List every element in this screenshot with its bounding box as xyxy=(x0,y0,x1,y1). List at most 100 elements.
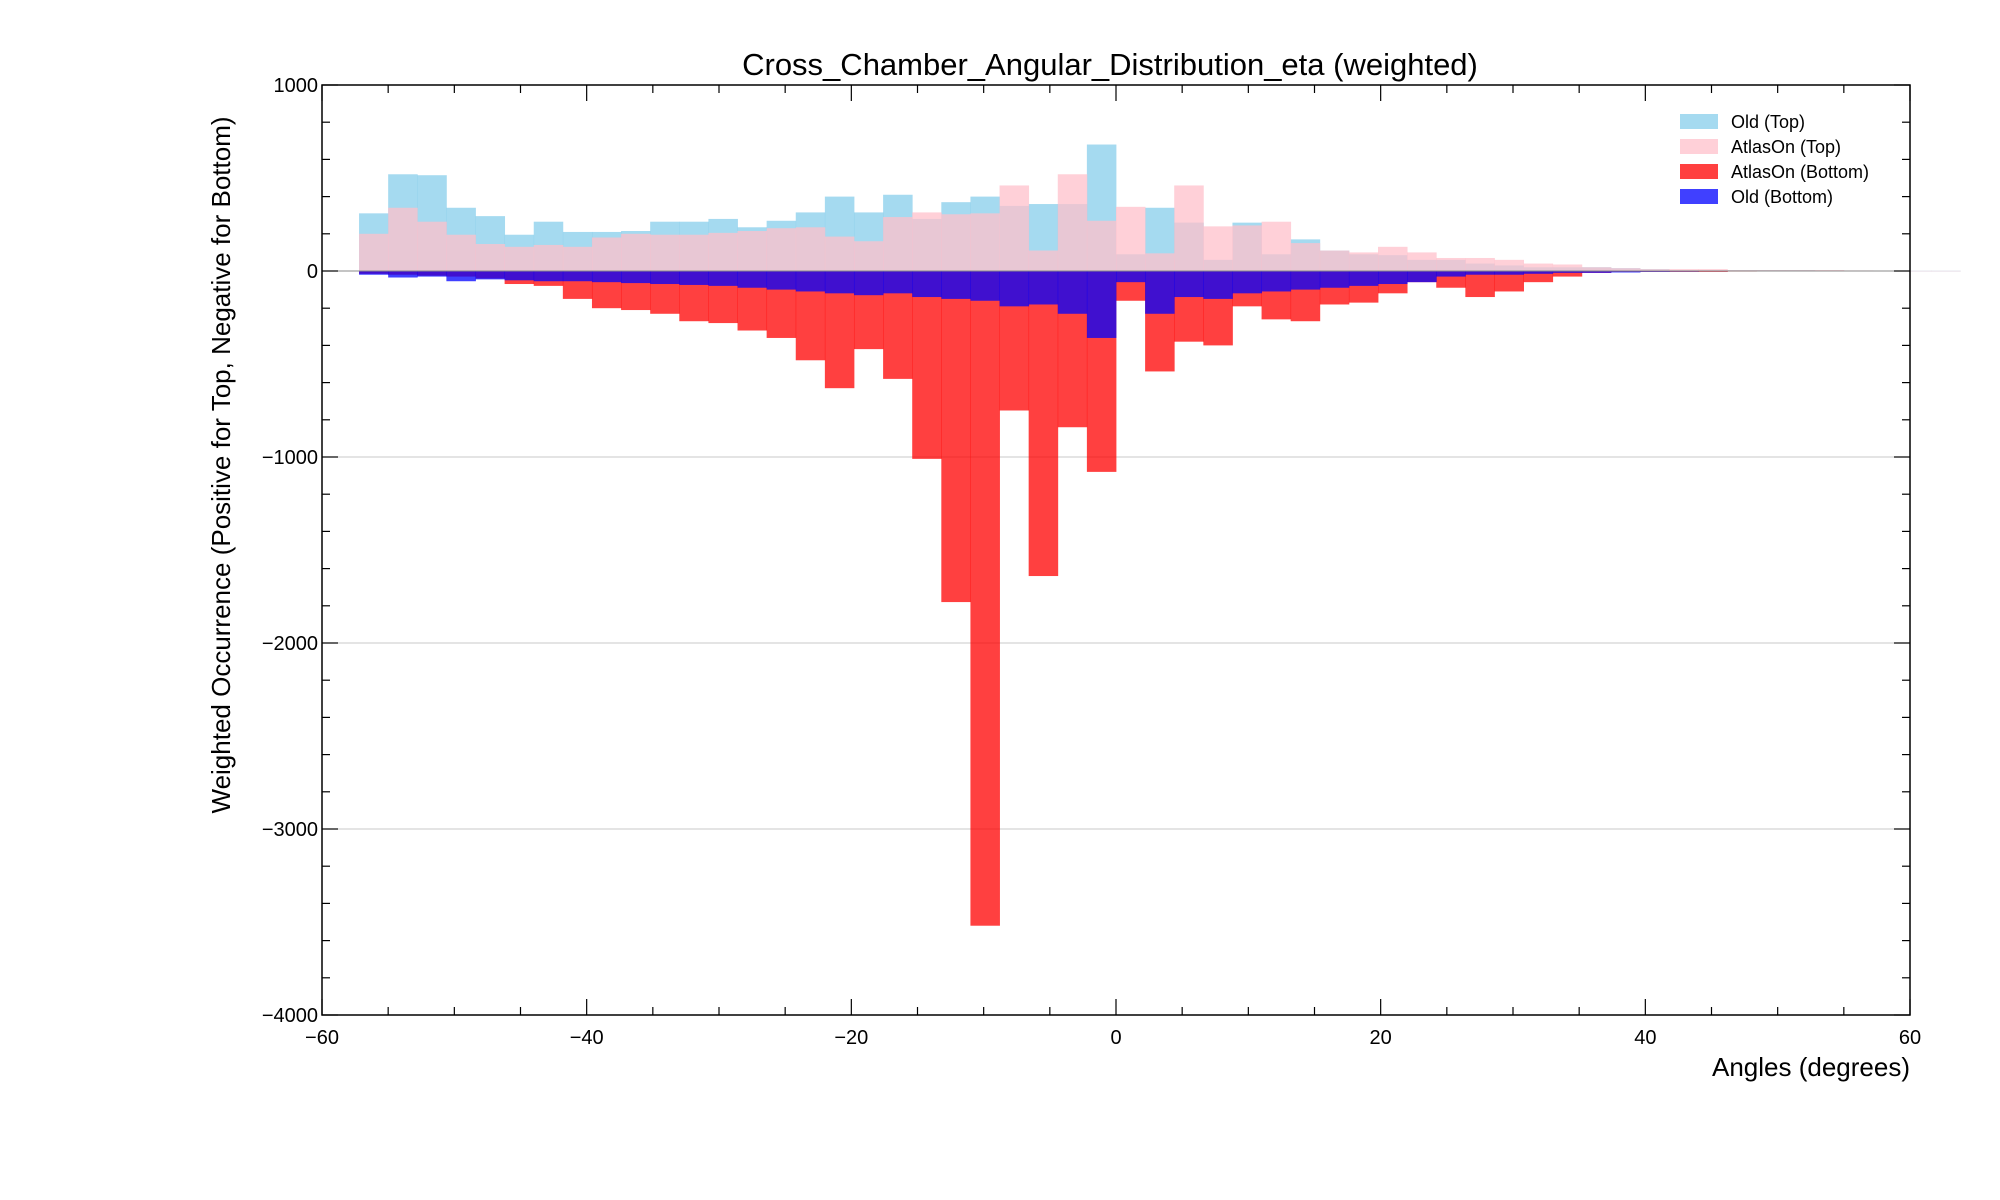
bar xyxy=(1290,243,1321,271)
bar xyxy=(1523,271,1554,283)
bar xyxy=(1552,271,1583,277)
bar xyxy=(1203,271,1233,299)
bar xyxy=(1174,185,1204,271)
bar xyxy=(795,227,826,271)
bar xyxy=(1086,271,1117,338)
bar xyxy=(1436,257,1466,271)
y-tick-label: 0 xyxy=(307,261,318,283)
bar xyxy=(679,234,709,271)
legend-swatch xyxy=(1680,114,1718,129)
series-atlason-top xyxy=(359,174,1961,272)
legend-item: Old (Bottom) xyxy=(1680,187,1833,207)
bar xyxy=(1407,252,1437,271)
bar xyxy=(1581,271,1612,273)
bar xyxy=(1436,271,1466,277)
bar xyxy=(359,233,389,271)
bar xyxy=(737,231,768,271)
bar xyxy=(1028,271,1059,577)
x-tick-label: 20 xyxy=(1370,1027,1392,1049)
y-tick-label: −1000 xyxy=(262,447,318,469)
bar xyxy=(679,271,709,285)
bar xyxy=(417,271,447,277)
bar xyxy=(1174,271,1204,298)
bar xyxy=(1116,206,1146,271)
bar xyxy=(562,246,593,271)
bar xyxy=(1057,174,1088,271)
bar xyxy=(1465,271,1495,298)
bar xyxy=(562,271,593,282)
legend-item: AtlasOn (Bottom) xyxy=(1680,162,1869,182)
y-tick-label: −2000 xyxy=(262,633,318,655)
bar xyxy=(359,271,389,275)
axis-ticks xyxy=(321,84,1911,1016)
legend-swatch xyxy=(1680,164,1718,179)
bar xyxy=(621,271,651,284)
bar xyxy=(1407,271,1437,283)
bar xyxy=(853,241,884,271)
bar xyxy=(1494,271,1524,275)
x-tick-label: −20 xyxy=(834,1027,868,1049)
bar xyxy=(591,237,622,271)
bar xyxy=(853,271,884,296)
bar xyxy=(1145,271,1175,314)
bar xyxy=(1028,271,1059,305)
legend: Old (Top) AtlasOn (Top) AtlasOn (Bottom) Ol… xyxy=(1680,112,1869,207)
bar xyxy=(475,244,506,271)
bar xyxy=(1669,269,1699,271)
bar xyxy=(766,271,797,290)
bar xyxy=(824,236,855,271)
bar xyxy=(1028,250,1059,271)
bar xyxy=(766,228,797,271)
bar xyxy=(1348,271,1379,286)
bar xyxy=(1319,250,1350,271)
bar xyxy=(1523,263,1554,271)
bar xyxy=(1465,257,1495,271)
bar xyxy=(941,271,971,603)
bar xyxy=(1116,271,1146,283)
bar xyxy=(1232,271,1262,294)
bar xyxy=(941,271,971,299)
bar xyxy=(1145,253,1175,271)
bar xyxy=(1290,271,1321,290)
bar xyxy=(1348,252,1379,271)
bar xyxy=(970,271,1000,926)
bar xyxy=(533,271,564,282)
legend-item: AtlasOn (Top) xyxy=(1680,137,1841,157)
x-tick-label: 0 xyxy=(1110,1027,1121,1049)
bar xyxy=(999,271,1030,307)
bar xyxy=(1610,271,1641,273)
bar xyxy=(504,271,535,281)
bar xyxy=(883,217,913,271)
legend-label: AtlasOn (Bottom) xyxy=(1731,162,1869,182)
bar xyxy=(970,213,1000,271)
bar xyxy=(1378,271,1408,285)
bar xyxy=(533,244,564,271)
bar xyxy=(475,271,506,280)
bar xyxy=(708,271,738,286)
legend-item: Old (Top) xyxy=(1680,112,1805,132)
bar xyxy=(1610,268,1641,271)
bar xyxy=(883,271,913,294)
bar xyxy=(650,271,680,285)
bar xyxy=(824,271,855,294)
legend-label: Old (Top) xyxy=(1731,112,1805,132)
bar xyxy=(1057,271,1088,314)
bar xyxy=(1494,259,1524,271)
series-old-bottom xyxy=(359,271,1874,338)
bar xyxy=(1203,226,1233,271)
bar xyxy=(941,214,971,271)
bar xyxy=(795,271,826,292)
bar xyxy=(1261,221,1292,271)
y-axis-title: Weighted Occurrence (Positive for Top, N… xyxy=(206,116,236,813)
y-tick-labels: −4000 −3000 −2000 −1000 0 1000 xyxy=(262,75,318,1027)
bar xyxy=(591,271,622,283)
x-tick-labels: −60 −40 −20 0 20 40 60 xyxy=(305,1027,1921,1049)
bar xyxy=(737,271,768,288)
bar xyxy=(1698,269,1728,271)
bar xyxy=(1552,271,1583,273)
x-tick-label: 60 xyxy=(1899,1027,1921,1049)
bars xyxy=(359,144,1961,926)
chart-title: Cross_Chamber_Angular_Distribution_eta (… xyxy=(742,47,1478,82)
bar xyxy=(708,232,738,271)
